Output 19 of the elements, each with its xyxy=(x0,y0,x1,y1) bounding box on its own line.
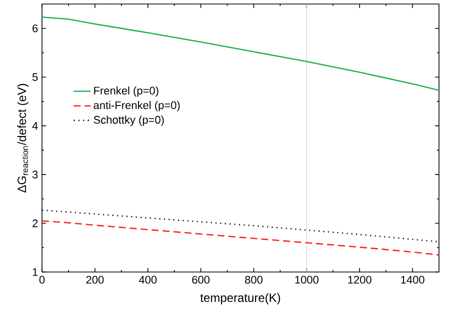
legend-label: Frenkel (p=0) xyxy=(94,86,158,97)
x-axis-title: temperature(K) xyxy=(200,293,280,304)
x-tick-label: 600 xyxy=(192,276,210,284)
x-tick-label: 1200 xyxy=(348,276,372,284)
y-tick-label: 3 xyxy=(32,170,38,178)
x-tick-label: 400 xyxy=(138,276,157,284)
x-tick-label: 0 xyxy=(39,276,45,284)
y-tick-label: 1 xyxy=(32,268,38,276)
y-tick-label: 2 xyxy=(32,219,38,228)
x-tick-label: 800 xyxy=(245,276,262,284)
y-tick-label: 4 xyxy=(32,122,38,130)
x-tick-label: 1000 xyxy=(295,276,318,284)
legend-label: anti-Frenkel (p=0) xyxy=(94,101,180,112)
x-tick-label: 200 xyxy=(86,276,104,284)
y-tick-label: 6 xyxy=(32,24,38,32)
y-axis-title: ΔG$_{reaction}$/defect (eV) xyxy=(17,84,28,193)
y-tick-label: 5 xyxy=(32,73,38,81)
x-tick-label: 1400 xyxy=(401,276,424,284)
legend-label: Schottky (p=0) xyxy=(94,116,164,126)
